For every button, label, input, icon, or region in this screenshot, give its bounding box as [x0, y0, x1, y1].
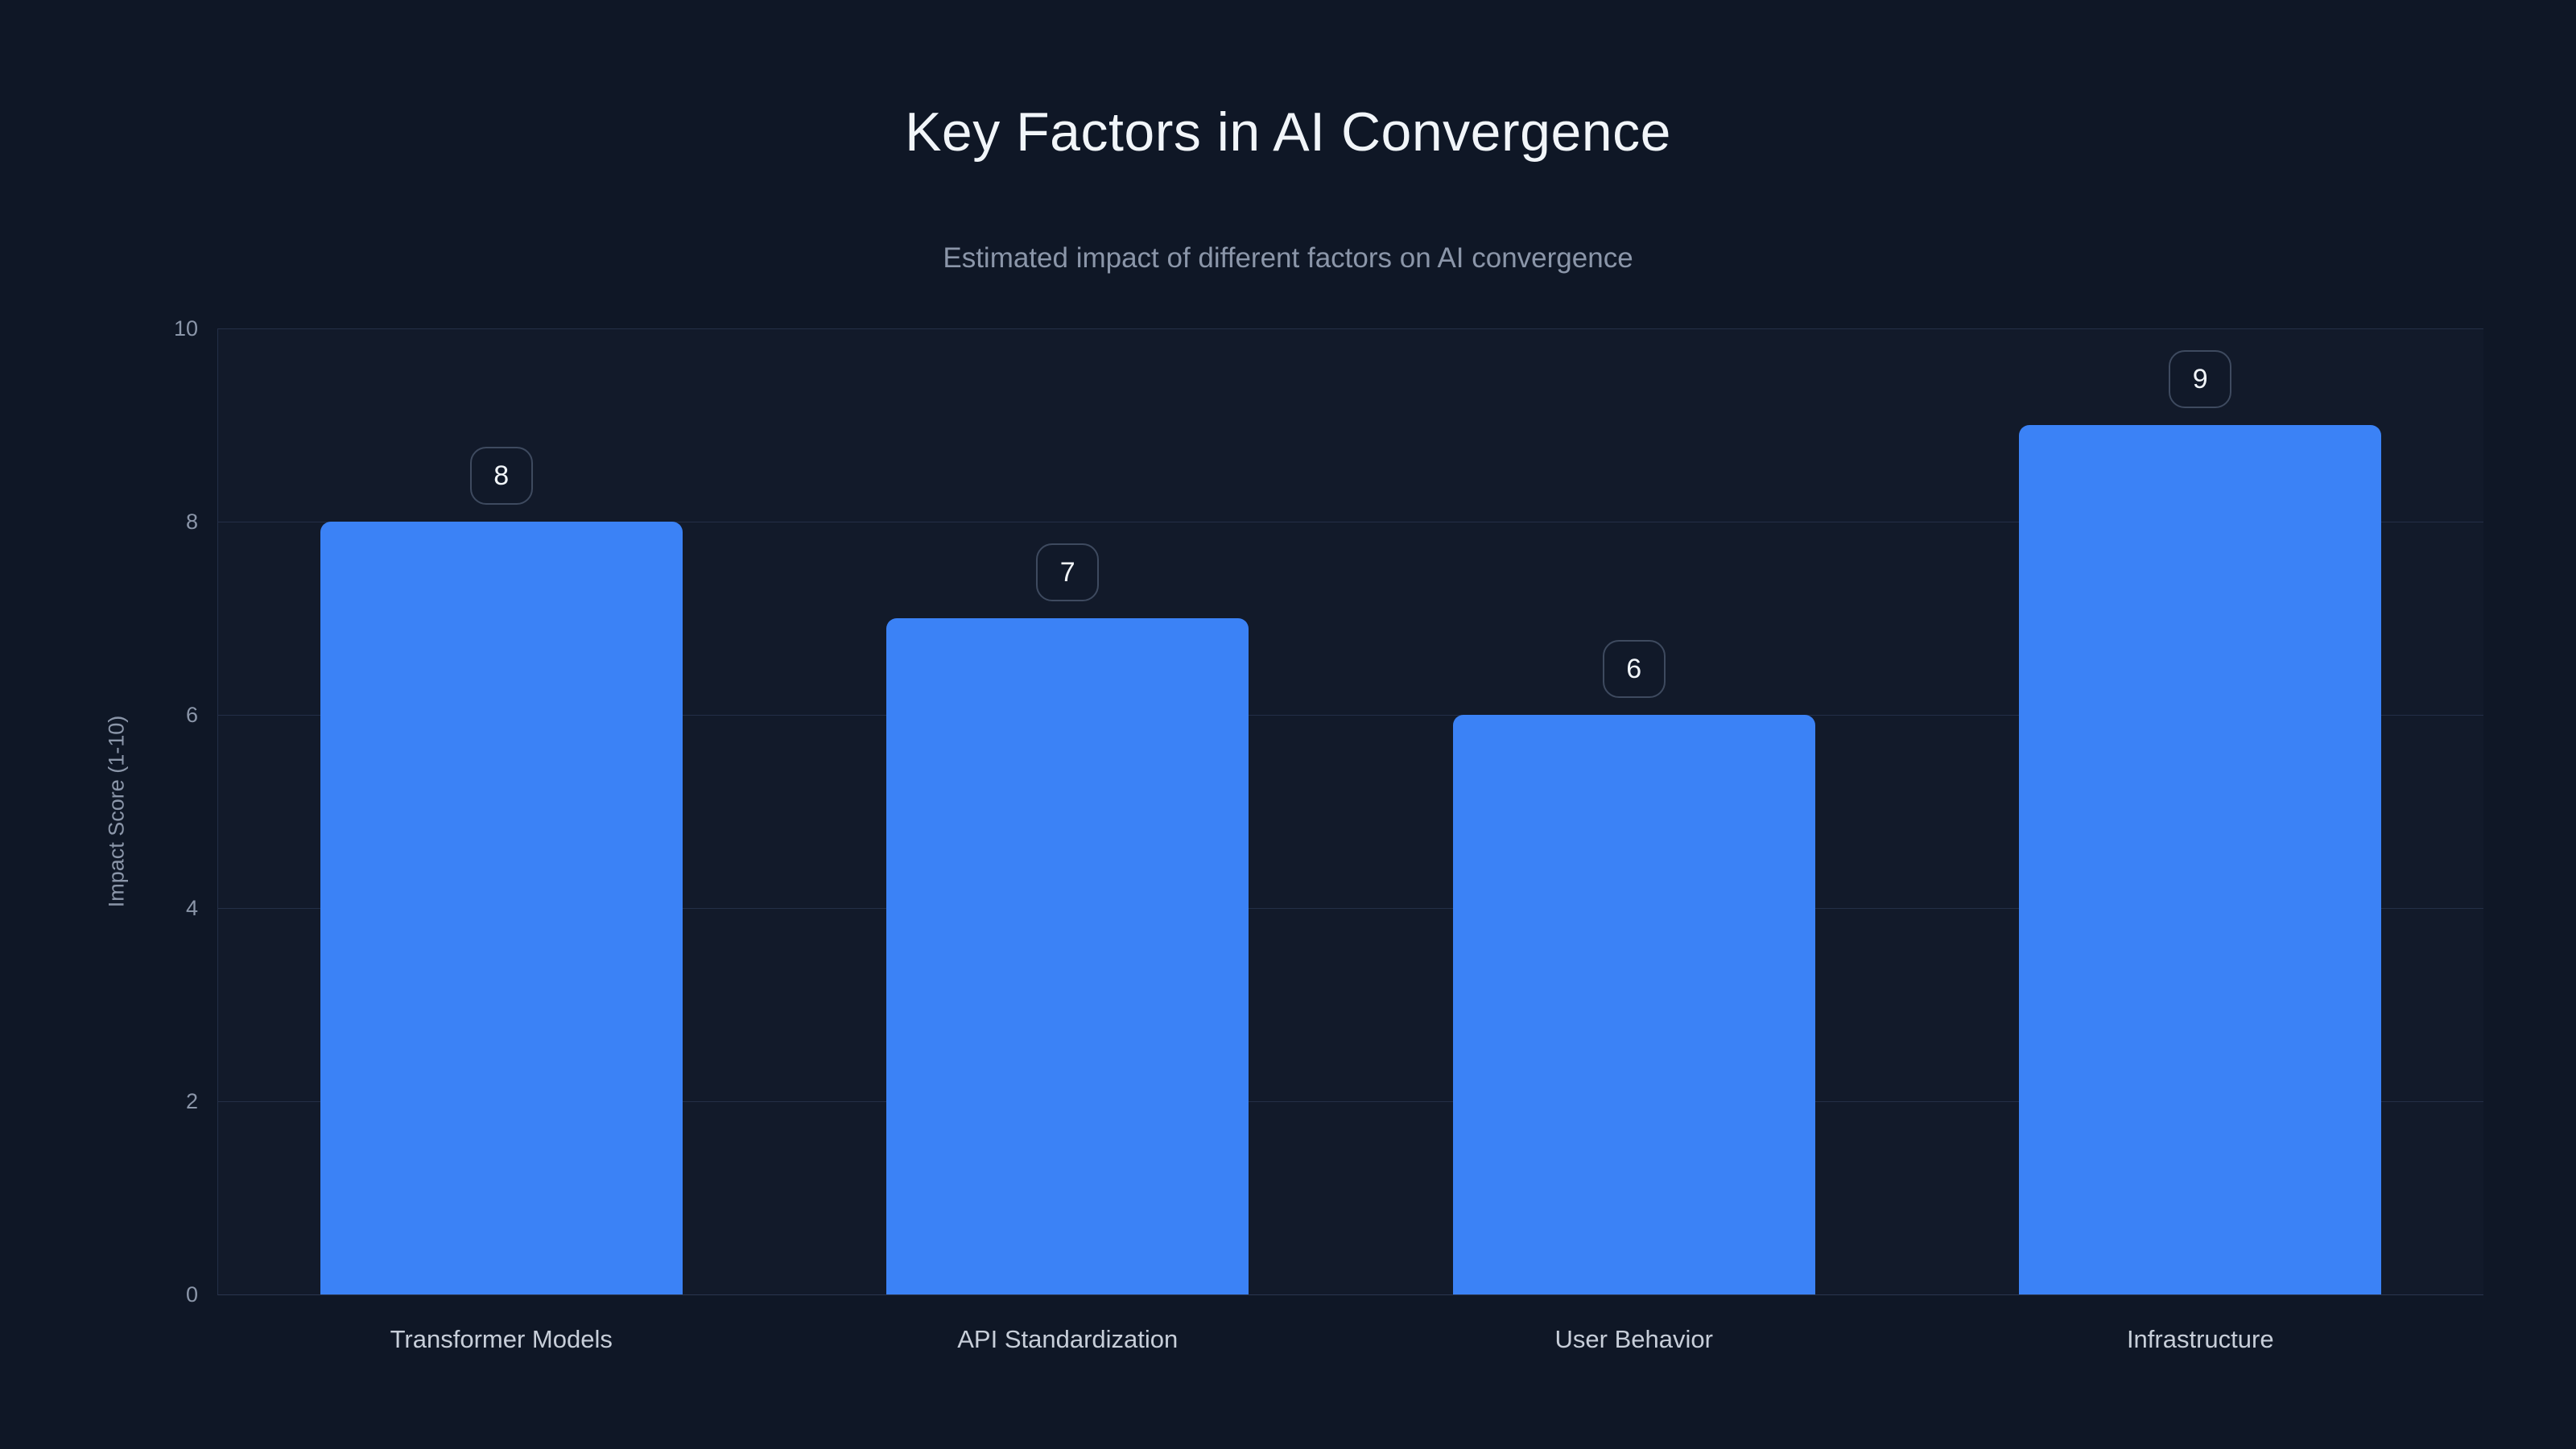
bar-user-behavior [1452, 715, 1815, 1294]
y-tick-label-4: 4 [185, 896, 198, 920]
gridline-y-10 [218, 328, 2483, 329]
x-category-label-api-standardization: API Standardization [957, 1325, 1179, 1353]
bar-infrastructure [2019, 425, 2382, 1294]
value-badge-6: 6 [1602, 640, 1666, 698]
chart-title: Key Factors in AI Convergence [905, 101, 1671, 163]
gridline-y-4 [218, 908, 2483, 909]
value-badge-9: 9 [2169, 350, 2232, 408]
y-tick-label-10: 10 [173, 316, 198, 341]
gridline-y-6 [218, 715, 2483, 716]
y-tick-label-6: 6 [185, 703, 198, 727]
bar-api-standardization [886, 618, 1249, 1294]
y-tick-label-2: 2 [185, 1089, 198, 1113]
plot-area: 8 Transformer Models 7 API Standardization 6… [217, 328, 2483, 1353]
x-category-label-user-behavior: User Behavior [1554, 1325, 1713, 1353]
value-badge-7: 7 [1036, 543, 1100, 601]
y-tick-label-8: 8 [185, 510, 198, 534]
bar-transformer-models [320, 522, 683, 1294]
y-axis-tick-labels: 0 2 4 6 8 10 [0, 316, 198, 1307]
gridline-y-2 [218, 1101, 2483, 1102]
value-badge-8: 8 [469, 447, 533, 505]
x-category-label-infrastructure: Infrastructure [2126, 1325, 2274, 1353]
x-category-label-transformer-models: Transformer Models [390, 1325, 613, 1353]
y-tick-label-0: 0 [185, 1282, 198, 1307]
chart-subtitle: Estimated impact of different factors on… [943, 242, 1633, 274]
